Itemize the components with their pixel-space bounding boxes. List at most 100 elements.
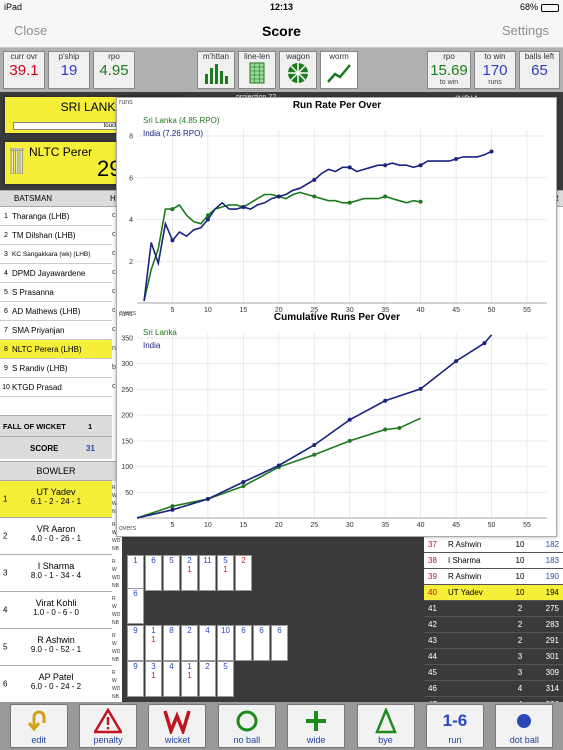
battery-percent: 68% (519, 2, 538, 12)
partnership-label: p'ship (58, 52, 80, 61)
chart-popover[interactable]: Run Rate Per Over runs overs 5 10 15 20 25 30 35 4… (116, 97, 557, 537)
ball-cell[interactable]: 4 (199, 625, 216, 661)
y-tick-label: 6 (129, 175, 133, 182)
settings-button[interactable]: Settings (502, 23, 549, 38)
over-total: 314 (545, 684, 559, 693)
ball-cell[interactable]: 4 (163, 661, 180, 697)
bowler-row[interactable]: 1 UT Yadev 6.1 - 2 - 24 - 1 (0, 481, 112, 518)
series-line (136, 417, 421, 519)
over-number: 40 (428, 588, 437, 597)
ball-cell[interactable]: 6 (235, 625, 252, 661)
ball-cell[interactable]: 5 (163, 555, 180, 591)
batsman-row[interactable]: 2 TM Dilshan (LHB) (0, 226, 112, 245)
bowler-row[interactable]: 4 Virat Kohli 1.0 - 0 - 6 - 0 (0, 592, 112, 629)
x-tick-label: 15 (239, 307, 247, 314)
batsman-row[interactable]: 3 KC Sangakkara (wk) (LHB) (0, 245, 112, 264)
ball-cell[interactable]: 6 (271, 625, 288, 661)
ball-cell[interactable]: 2 (181, 625, 198, 661)
ball-cell[interactable]: 9 (127, 625, 144, 661)
ball-runs: 2 (187, 626, 192, 635)
wagon-toggle[interactable]: wagon (279, 51, 317, 89)
bowler-row[interactable]: 6 AP Patel 6.0 - 0 - 24 - 2 (0, 666, 112, 703)
worm-toggle[interactable]: worm (320, 51, 358, 89)
ball-cell[interactable]: 1 (127, 555, 144, 591)
bowler-row[interactable]: 2 VR Aaron 4.0 - 0 - 26 - 1 (0, 518, 112, 555)
rwn-label: R (112, 559, 116, 565)
y-tick-label: 50 (125, 490, 133, 497)
rwn-label: W (112, 493, 117, 499)
fall-of-wicket-row[interactable]: FALL OF WICKET 1 (0, 415, 112, 437)
manhattan-toggle[interactable]: m'httan (197, 51, 235, 89)
ball-runs: 3 (151, 662, 156, 671)
ball-runs: 6 (241, 626, 246, 635)
wide-button[interactable]: wide (287, 704, 346, 748)
batsman-row[interactable]: 9 S Randiv (LHB) (0, 359, 112, 378)
runs-to-win-value: 170 (482, 62, 508, 79)
no-ball-button[interactable]: no ball (217, 704, 276, 748)
y-tick-label: 8 (129, 134, 133, 141)
batsman-number: 4 (4, 269, 8, 277)
batsman-row[interactable]: 1 Tharanga (LHB) (0, 207, 112, 226)
over-summary-row: 39 R Ashwin 10 190 (424, 569, 563, 585)
wicket-button[interactable]: wicket (148, 704, 207, 748)
warning-triangle-icon (94, 707, 123, 735)
run-button[interactable]: 1-6 run (425, 704, 484, 748)
legend-entry: Sri Lanka (143, 328, 177, 337)
legend-entry: India (7.26 RPO) (143, 129, 203, 138)
plus-icon (304, 707, 328, 735)
batsman-name: NLTC Perera (LHB) (12, 344, 82, 354)
batsman-row[interactable]: 4 DPMD Jayawardene (0, 264, 112, 283)
bowler-number: 3 (3, 568, 8, 578)
data-point (205, 217, 210, 222)
bowler-row[interactable]: 3 I Sharma 8.0 - 1 - 34 - 4 (0, 555, 112, 592)
x-tick-label: 50 (488, 307, 496, 314)
y-tick-label: 2 (129, 259, 133, 266)
striker-panel[interactable]: NLTC Perer 29 (3, 140, 121, 186)
runs-to-win-box: to win 170 runs (474, 51, 516, 89)
ball-cell[interactable]: 6 (127, 588, 144, 624)
ball-wicket: 1 (223, 565, 228, 574)
dot-ball-button[interactable]: dot ball (495, 704, 554, 748)
bowler-row[interactable]: 5 R Ashwin 9.0 - 0 - 52 - 1 (0, 629, 112, 666)
close-button[interactable]: Close (14, 23, 48, 38)
ball-cell[interactable]: 8 (163, 625, 180, 661)
x-tick-label: 25 (310, 307, 318, 314)
ball-cell[interactable]: 2 (199, 661, 216, 697)
batsman-row[interactable]: 7 SMA Priyanjan (0, 321, 112, 340)
balls-left-value: 65 (531, 62, 548, 79)
data-point (347, 417, 352, 422)
current-over-label: curr ovr (10, 52, 38, 61)
over-number: 38 (428, 556, 437, 565)
bowler-name: VR Aaron (36, 524, 76, 534)
bowler-figures: 4.0 - 0 - 26 - 1 (30, 534, 82, 543)
ball-cell[interactable]: 10 (217, 625, 234, 661)
bye-button[interactable]: bye (356, 704, 415, 748)
data-point (347, 165, 352, 170)
line-length-toggle[interactable]: line-len (238, 51, 276, 89)
delta-icon (374, 707, 398, 735)
ball-cell[interactable]: 6 (145, 555, 162, 591)
batsman-row[interactable]: 8 NLTC Perera (LHB) (0, 340, 112, 359)
ball-cell[interactable]: 11 (199, 555, 216, 591)
edit-button[interactable]: edit (9, 704, 68, 748)
ball-cell[interactable]: 9 (127, 661, 144, 697)
striker-name: NLTC Perer (29, 145, 93, 159)
rpo-value: 4.95 (99, 62, 129, 79)
over-total: 309 (545, 668, 559, 677)
batsman-row[interactable]: 6 AD Mathews (LHB) (0, 302, 112, 321)
ball-cell[interactable]: 6 (253, 625, 270, 661)
over-wickets: 3 (517, 668, 523, 677)
bowler-name: I Sharma (37, 561, 75, 571)
ball-cell[interactable]: 5 (217, 661, 234, 697)
ball-cell[interactable]: 2 (235, 555, 252, 591)
penalty-button[interactable]: penalty (79, 704, 138, 748)
batsman-row[interactable]: 10 KTGD Prasad (0, 378, 112, 397)
batsman-row[interactable]: 5 S Prasanna (0, 283, 112, 302)
